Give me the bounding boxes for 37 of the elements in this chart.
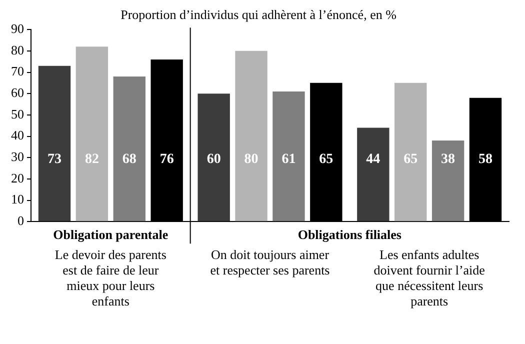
data-label: 82 [84, 152, 99, 168]
bar [198, 94, 230, 222]
data-label: 68 [122, 152, 136, 168]
bar [432, 140, 464, 222]
chart-title: Proportion d’individus qui adhèrent à l’énoncé, en % [120, 7, 397, 22]
data-label: 58 [478, 152, 492, 168]
text: Obligations filiales [298, 226, 402, 242]
data-label: 73 [48, 152, 62, 168]
data-label: 65 [404, 152, 418, 168]
y-tick-label: 60 [11, 85, 24, 100]
x-tick-label: On doit toujours aimer et respecter ses parents [210, 246, 330, 278]
data-label: 80 [244, 152, 258, 168]
bar [394, 82, 427, 222]
data-label: 44 [366, 152, 380, 168]
bar [38, 66, 71, 222]
text: Obligation parentale [53, 226, 168, 242]
y-tick-label: 90 [11, 21, 24, 36]
x-tick-label: Le devoir des parents est de faire de leur mieux pour leurs enfants [54, 246, 166, 309]
data-label: 61 [282, 152, 296, 168]
y-tick-label: 40 [11, 128, 24, 143]
bar [76, 46, 108, 222]
data-label: 65 [319, 152, 334, 168]
y-tick-label: 80 [11, 42, 24, 58]
y-tick-label: 20 [11, 170, 24, 186]
y-tick-label: 70 [11, 64, 24, 79]
data-label: 76 [160, 152, 174, 168]
bar [357, 128, 390, 222]
y-tick-label: 0 [18, 213, 24, 228]
x-tick-label: Les enfants adultes doivent fournir l’aide que nécessitent leurs parents [374, 246, 486, 309]
bar [272, 91, 305, 222]
y-tick-label: 30 [11, 149, 24, 164]
data-label: 38 [441, 152, 456, 168]
bar [235, 50, 268, 222]
y-tick-label: 50 [11, 106, 24, 122]
data-label: 60 [206, 152, 221, 168]
bar [113, 76, 146, 222]
y-tick-label: 10 [11, 192, 24, 207]
